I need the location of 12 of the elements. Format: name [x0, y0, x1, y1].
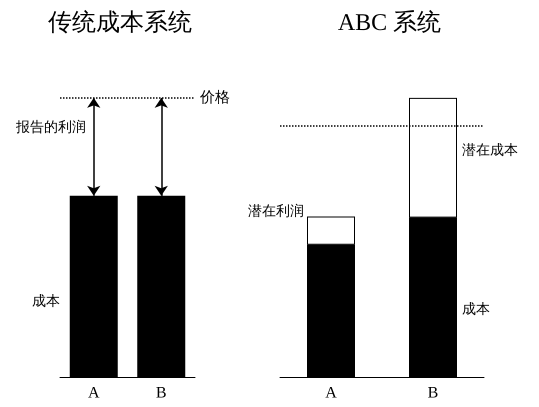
- annotation: 成本: [32, 294, 60, 310]
- annotation: 潜在利润: [248, 204, 304, 220]
- ref-line-label: 价格: [199, 88, 230, 106]
- x-tick-label: A: [325, 384, 338, 402]
- chart-title: 传统成本系统: [48, 9, 192, 36]
- x-tick-label: A: [88, 384, 100, 402]
- x-tick-label: B: [428, 384, 438, 402]
- annotation: 成本: [462, 302, 490, 318]
- text: 报告的利润: [15, 120, 86, 136]
- x-tick-label: B: [156, 384, 167, 402]
- chart-title: ABC 系统: [338, 9, 442, 36]
- annotation: 潜在成本: [462, 142, 518, 158]
